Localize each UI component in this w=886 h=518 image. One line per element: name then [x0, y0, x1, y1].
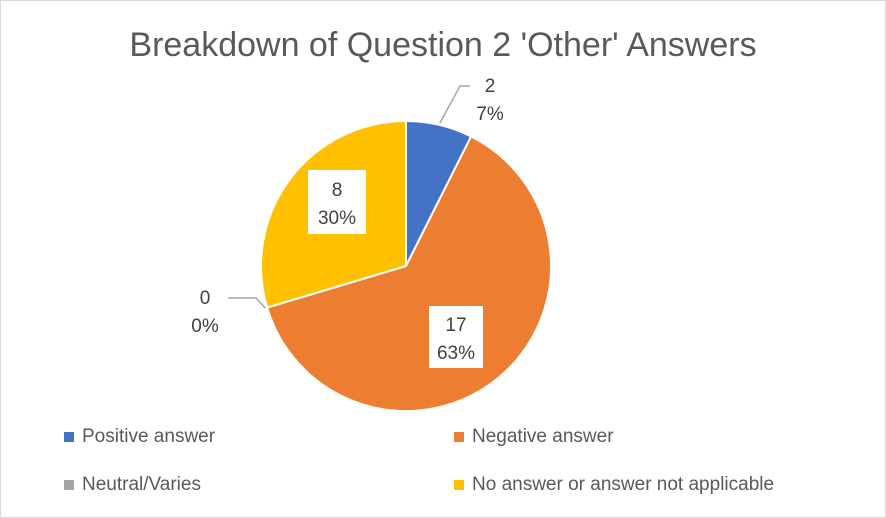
leader-line-positive: [439, 85, 470, 124]
legend-swatch: [64, 480, 74, 490]
data-label-negative-value: 17: [445, 315, 466, 336]
legend-swatch: [454, 432, 464, 442]
data-label-no-answer-percent: 30%: [318, 208, 356, 229]
data-label-neutral-percent: 0%: [191, 316, 219, 337]
data-label-positive-value: 2: [485, 76, 496, 97]
data-label-no-answer-value: 8: [332, 180, 343, 201]
legend-label: Positive answer: [82, 426, 216, 447]
data-label-positive-percent: 7%: [476, 104, 504, 125]
legend-item-neutral: Neutral/Varies: [64, 474, 201, 496]
legend-label: Neutral/Varies: [82, 474, 201, 495]
data-label-box-no-answer: [308, 170, 366, 234]
legend-item-negative: Negative answer: [454, 426, 614, 448]
legend-label: Negative answer: [472, 426, 614, 447]
data-label-negative-percent: 63%: [437, 343, 475, 364]
legend-swatch: [64, 432, 74, 442]
data-label-box-negative: [429, 306, 483, 368]
chart-title: Breakdown of Question 2 'Other' Answers: [129, 26, 757, 64]
legend-item-no-answer: No answer or answer not applicable: [454, 474, 774, 496]
leader-line-neutral: [228, 297, 266, 309]
legend-label: No answer or answer not applicable: [472, 474, 775, 495]
data-label-neutral-value: 0: [200, 288, 211, 309]
legend-item-positive: Positive answer: [64, 426, 215, 448]
legend-swatch: [454, 480, 464, 490]
